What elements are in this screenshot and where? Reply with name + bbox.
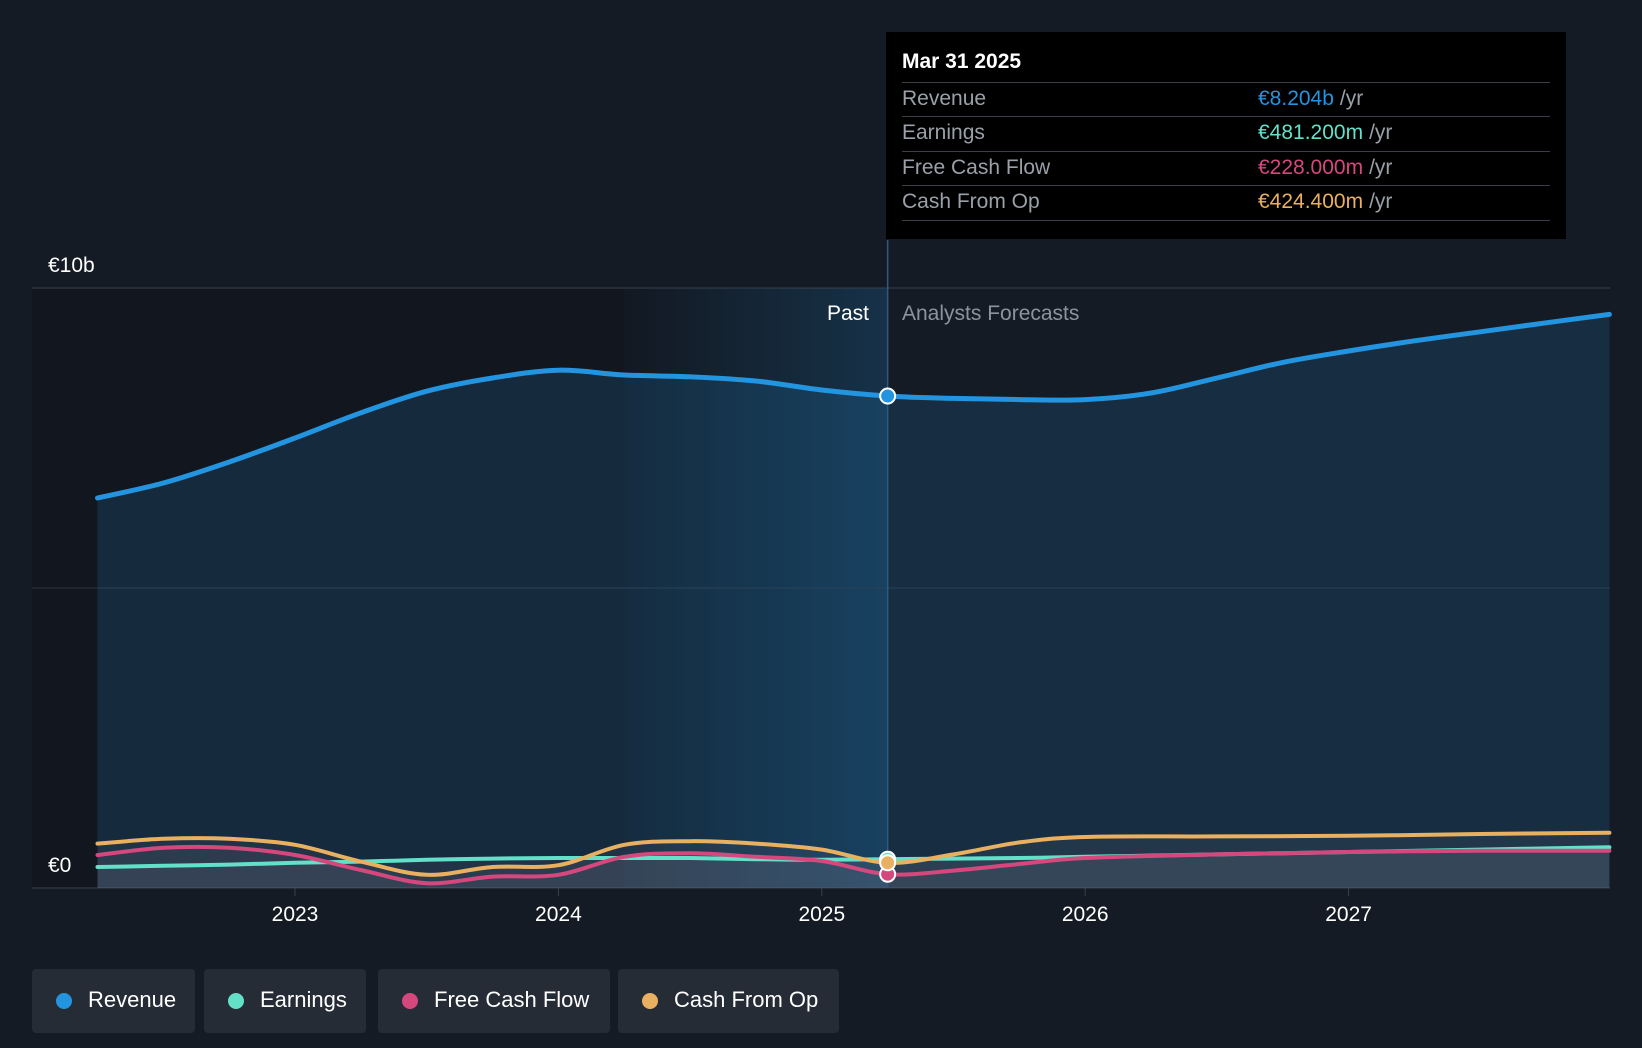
tooltip-unit: /yr: [1369, 156, 1393, 179]
tooltip-value: €424.400m/yr: [1258, 190, 1392, 214]
legend-item-cash-from-op[interactable]: Cash From Op: [618, 969, 839, 1033]
x-tick-label: 2027: [1325, 903, 1372, 926]
tooltip-label: Revenue: [902, 87, 987, 110]
marker-cfo: [879, 854, 897, 872]
tooltip-row-free-cash-flow: Free Cash Flow €228.000m/yr: [902, 151, 1550, 186]
tooltip-row-revenue: Revenue €8.204b/yr: [902, 82, 1550, 117]
x-tick-label: 2024: [535, 903, 582, 926]
tooltip-value-text: €424.400m: [1258, 190, 1364, 213]
tooltip-label: Earnings: [902, 121, 985, 144]
legend-label: Cash From Op: [674, 987, 819, 1012]
past-label: Past: [827, 302, 869, 325]
free-cash-flow-dot-icon: [402, 993, 418, 1009]
y-axis-top-label: €10b: [48, 254, 95, 277]
tooltip-value: €8.204b/yr: [1258, 87, 1363, 111]
tooltip-value-text: €481.200m: [1258, 121, 1364, 144]
revenue-dot-icon: [56, 993, 72, 1009]
cash-from-op-dot-icon: [642, 993, 658, 1009]
line-fcf: [95, 844, 1612, 886]
forecast-label: Analysts Forecasts: [902, 302, 1079, 325]
legend-item-free-cash-flow[interactable]: Free Cash Flow: [378, 969, 610, 1033]
line-layer: [95, 311, 1612, 886]
legend-label: Free Cash Flow: [434, 987, 590, 1012]
x-axis-ticks: 2023 2024 2025 2026 2027: [272, 888, 1372, 926]
tooltip-value: €228.000m/yr: [1258, 156, 1392, 180]
tooltip-row-earnings: Earnings €481.200m/yr: [902, 116, 1550, 151]
legend-label: Earnings: [260, 987, 347, 1012]
tooltip-label: Cash From Op: [902, 190, 1040, 213]
tooltip-unit: /yr: [1369, 190, 1393, 213]
y-axis-bottom-label: €0: [48, 854, 71, 877]
tooltip-value: €481.200m/yr: [1258, 121, 1392, 145]
legend-label: Revenue: [88, 987, 177, 1012]
tooltip: Mar 31 2025 Revenue €8.204b/yr Earnings …: [886, 32, 1566, 239]
x-tick-label: 2023: [272, 903, 319, 926]
area-revenue: [97, 314, 1610, 888]
tooltip-label: Free Cash Flow: [902, 156, 1051, 179]
earnings-dot-icon: [228, 993, 244, 1009]
tooltip-value-text: €8.204b: [1258, 87, 1334, 110]
tooltip-unit: /yr: [1369, 121, 1393, 144]
area-fcf: [97, 846, 1610, 888]
x-tick-label: 2026: [1062, 903, 1109, 926]
marker-revenue: [879, 387, 897, 405]
legend-item-earnings[interactable]: Earnings: [204, 969, 366, 1033]
line-cfo: [95, 830, 1612, 877]
tooltip-row-cash-from-op: Cash From Op €424.400m/yr: [902, 185, 1550, 221]
tooltip-unit: /yr: [1339, 87, 1364, 110]
marker-layer: [879, 387, 897, 883]
x-tick-label: 2025: [798, 903, 845, 926]
tooltip-value-text: €228.000m: [1258, 156, 1364, 179]
legend-item-revenue[interactable]: Revenue: [32, 969, 195, 1033]
tooltip-date: Mar 31 2025: [902, 50, 1022, 73]
line-revenue: [95, 311, 1612, 501]
